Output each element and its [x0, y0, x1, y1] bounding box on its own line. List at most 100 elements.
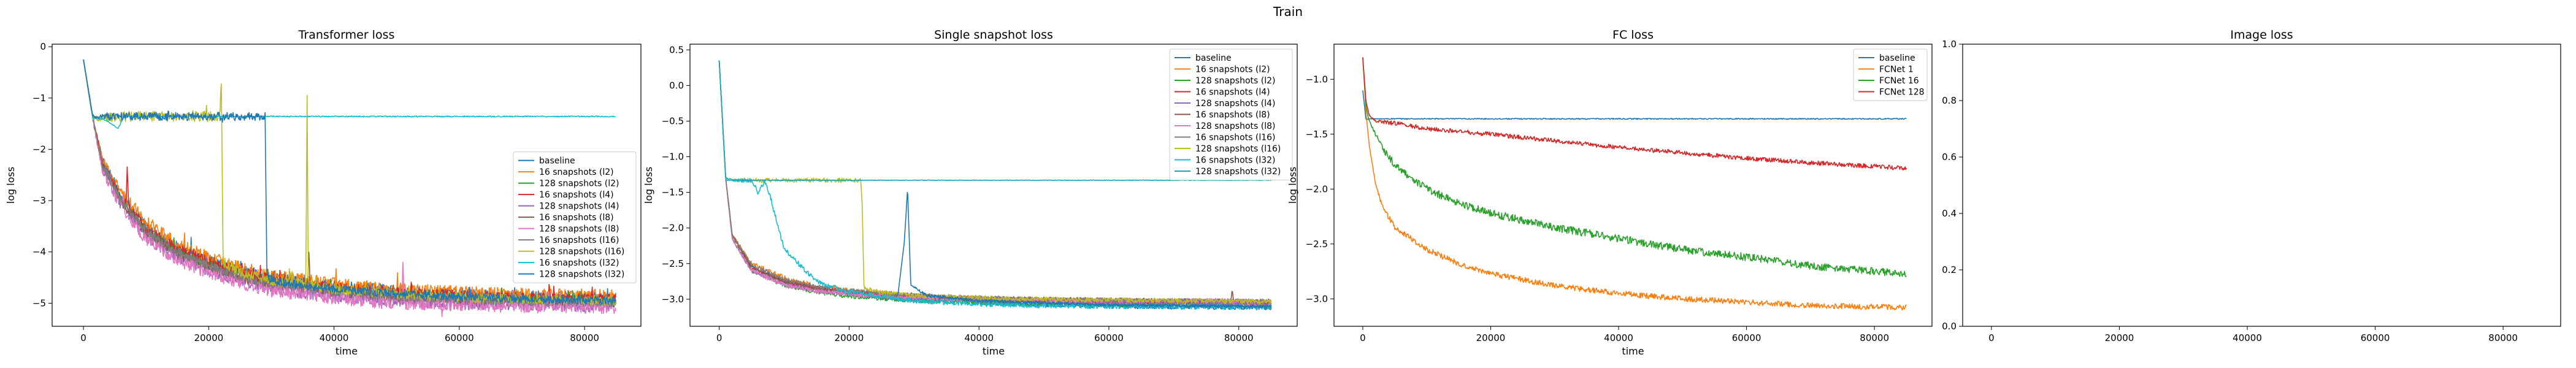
- y-tick-label: −2.5: [662, 258, 684, 269]
- x-tick-label: 20000: [2105, 332, 2134, 343]
- y-tick-label: −3.0: [662, 294, 684, 305]
- x-tick-label: 0: [1988, 332, 1995, 343]
- legend-entry: 16 snapshots (l2): [1195, 65, 1270, 75]
- legend-entry: FCNet 128: [1879, 88, 1925, 98]
- series-line-7: [83, 59, 616, 318]
- axes-frame: [1333, 44, 1933, 327]
- y-tick-label: −0.5: [662, 115, 684, 126]
- x-tick-label: 40000: [1604, 332, 1633, 343]
- x-tick-label: 60000: [1094, 332, 1124, 343]
- x-tick-label: 60000: [1732, 332, 1761, 343]
- legend-entry: 16 snapshots (l32): [539, 258, 619, 268]
- figure-suptitle: Train: [1273, 4, 1303, 19]
- series-line-2: [1362, 57, 1907, 311]
- series-group: [83, 59, 616, 318]
- legend-entry: 16 snapshots (l16): [1195, 133, 1276, 143]
- x-tick-label: 0: [1360, 332, 1366, 343]
- x-tick-label: 20000: [835, 332, 864, 343]
- legend-entry: baseline: [539, 156, 575, 166]
- y-tick-label: 0.2: [1942, 264, 1957, 275]
- axes-frame: [1962, 44, 2561, 327]
- y-tick-label: −1.5: [1306, 129, 1328, 140]
- legend-entry: 128 snapshots (l32): [539, 270, 624, 280]
- y-tick-label: 0.6: [1942, 151, 1957, 163]
- legend-entry: 16 snapshots (l32): [1195, 156, 1276, 166]
- y-tick-label: 0.0: [1942, 321, 1957, 332]
- x-tick-label: 80000: [2488, 332, 2518, 343]
- x-tick-label: 60000: [2361, 332, 2390, 343]
- legend-entry: 16 snapshots (l8): [1195, 110, 1270, 120]
- legend-entry: 128 snapshots (l8): [1195, 121, 1276, 131]
- legend-entry: 128 snapshots (l32): [1195, 167, 1281, 177]
- y-tick-label: −3: [33, 195, 46, 206]
- chart-panel-1: Transformer loss 0 20000 40000 60000 80000 0 −1…: [5, 28, 642, 357]
- legend-entry: 128 snapshots (l2): [539, 179, 619, 189]
- legend-entry: FCNet 1: [1879, 65, 1914, 75]
- y-tick-label: −1.0: [662, 151, 684, 163]
- legend-entry: 128 snapshots (l2): [1195, 76, 1276, 86]
- y-tick-label: −2.5: [1306, 239, 1328, 250]
- y-tick-label: −2: [33, 144, 46, 155]
- legend-entry: 16 snapshots (l4): [539, 190, 614, 200]
- y-tick-label: −1: [33, 93, 46, 104]
- legend-box: [513, 151, 637, 283]
- x-tick-label: 40000: [2233, 332, 2262, 343]
- y-tick-label: 0.0: [669, 80, 684, 91]
- legend-entry: baseline: [1195, 53, 1232, 63]
- legend-entry: 16 snapshots (l8): [539, 213, 614, 223]
- series-line-3: [1362, 57, 1907, 277]
- y-tick-label: 0.8: [1942, 95, 1957, 106]
- x-tick-label: 20000: [194, 332, 223, 343]
- chart-panel-2: Single snapshot loss 0 20000 40000 60000 8000…: [643, 28, 1298, 357]
- y-tick-label: 1.0: [1942, 39, 1957, 50]
- axes-frame: [689, 44, 1298, 327]
- y-tick-label: −2.0: [1306, 183, 1328, 194]
- x-tick-label: 40000: [964, 332, 994, 343]
- y-tick-label: −2.0: [662, 223, 684, 234]
- chart-title: Transformer loss: [298, 28, 395, 42]
- axes-frame: [52, 44, 642, 327]
- y-tick-label: 0.5: [669, 44, 684, 55]
- y-tick-label: 0: [40, 41, 46, 52]
- x-tick-label: 80000: [1860, 332, 1889, 343]
- series-group: [1362, 57, 1907, 311]
- series-line-1: [1362, 90, 1907, 121]
- legend-entry: baseline: [1879, 53, 1915, 63]
- legend-entry: 128 snapshots (l16): [539, 247, 624, 257]
- x-tick-label: 20000: [1476, 332, 1506, 343]
- legend-box: [1853, 48, 1928, 101]
- panels: Transformer loss 0 20000 40000 60000 80000 0 −1…: [5, 28, 2561, 357]
- series-line-10: [83, 59, 616, 129]
- x-tick-label: 80000: [570, 332, 599, 343]
- chart-title: Single snapshot loss: [934, 28, 1053, 42]
- y-tick-label: −4: [33, 247, 46, 258]
- y-axis-label: log loss: [643, 167, 654, 204]
- y-axis-label: log loss: [1287, 167, 1298, 204]
- series-line-11: [718, 60, 1271, 182]
- chart-title: Image loss: [2230, 28, 2293, 42]
- series-group: [718, 60, 1272, 310]
- chart-panel-3: FC loss 0 20000 40000 60000 80000 −1.0 −1.5 −2.0…: [1287, 28, 1933, 357]
- y-tick-label: −3.0: [1306, 293, 1328, 304]
- x-tick-label: 80000: [1224, 332, 1254, 343]
- y-tick-label: −1.5: [662, 187, 684, 198]
- x-axis-label: time: [1622, 345, 1644, 357]
- series-line-12: [897, 191, 1272, 309]
- legend-entry: 128 snapshots (l16): [1195, 144, 1281, 154]
- x-axis-label: time: [983, 345, 1005, 357]
- y-tick-label: −5: [33, 297, 46, 309]
- legend-entry: 16 snapshots (l2): [539, 167, 614, 177]
- legend-entry: FCNet 16: [1879, 76, 1919, 86]
- legend-entry: 16 snapshots (l16): [539, 236, 619, 245]
- x-tick-label: 60000: [445, 332, 474, 343]
- x-tick-label: 0: [716, 332, 723, 343]
- legend-entry: 16 snapshots (l4): [1195, 88, 1270, 98]
- y-tick-label: 0.4: [1942, 208, 1957, 219]
- chart-title: FC loss: [1612, 28, 1654, 42]
- series-line-11: [83, 59, 616, 305]
- legend-box: [1169, 48, 1293, 180]
